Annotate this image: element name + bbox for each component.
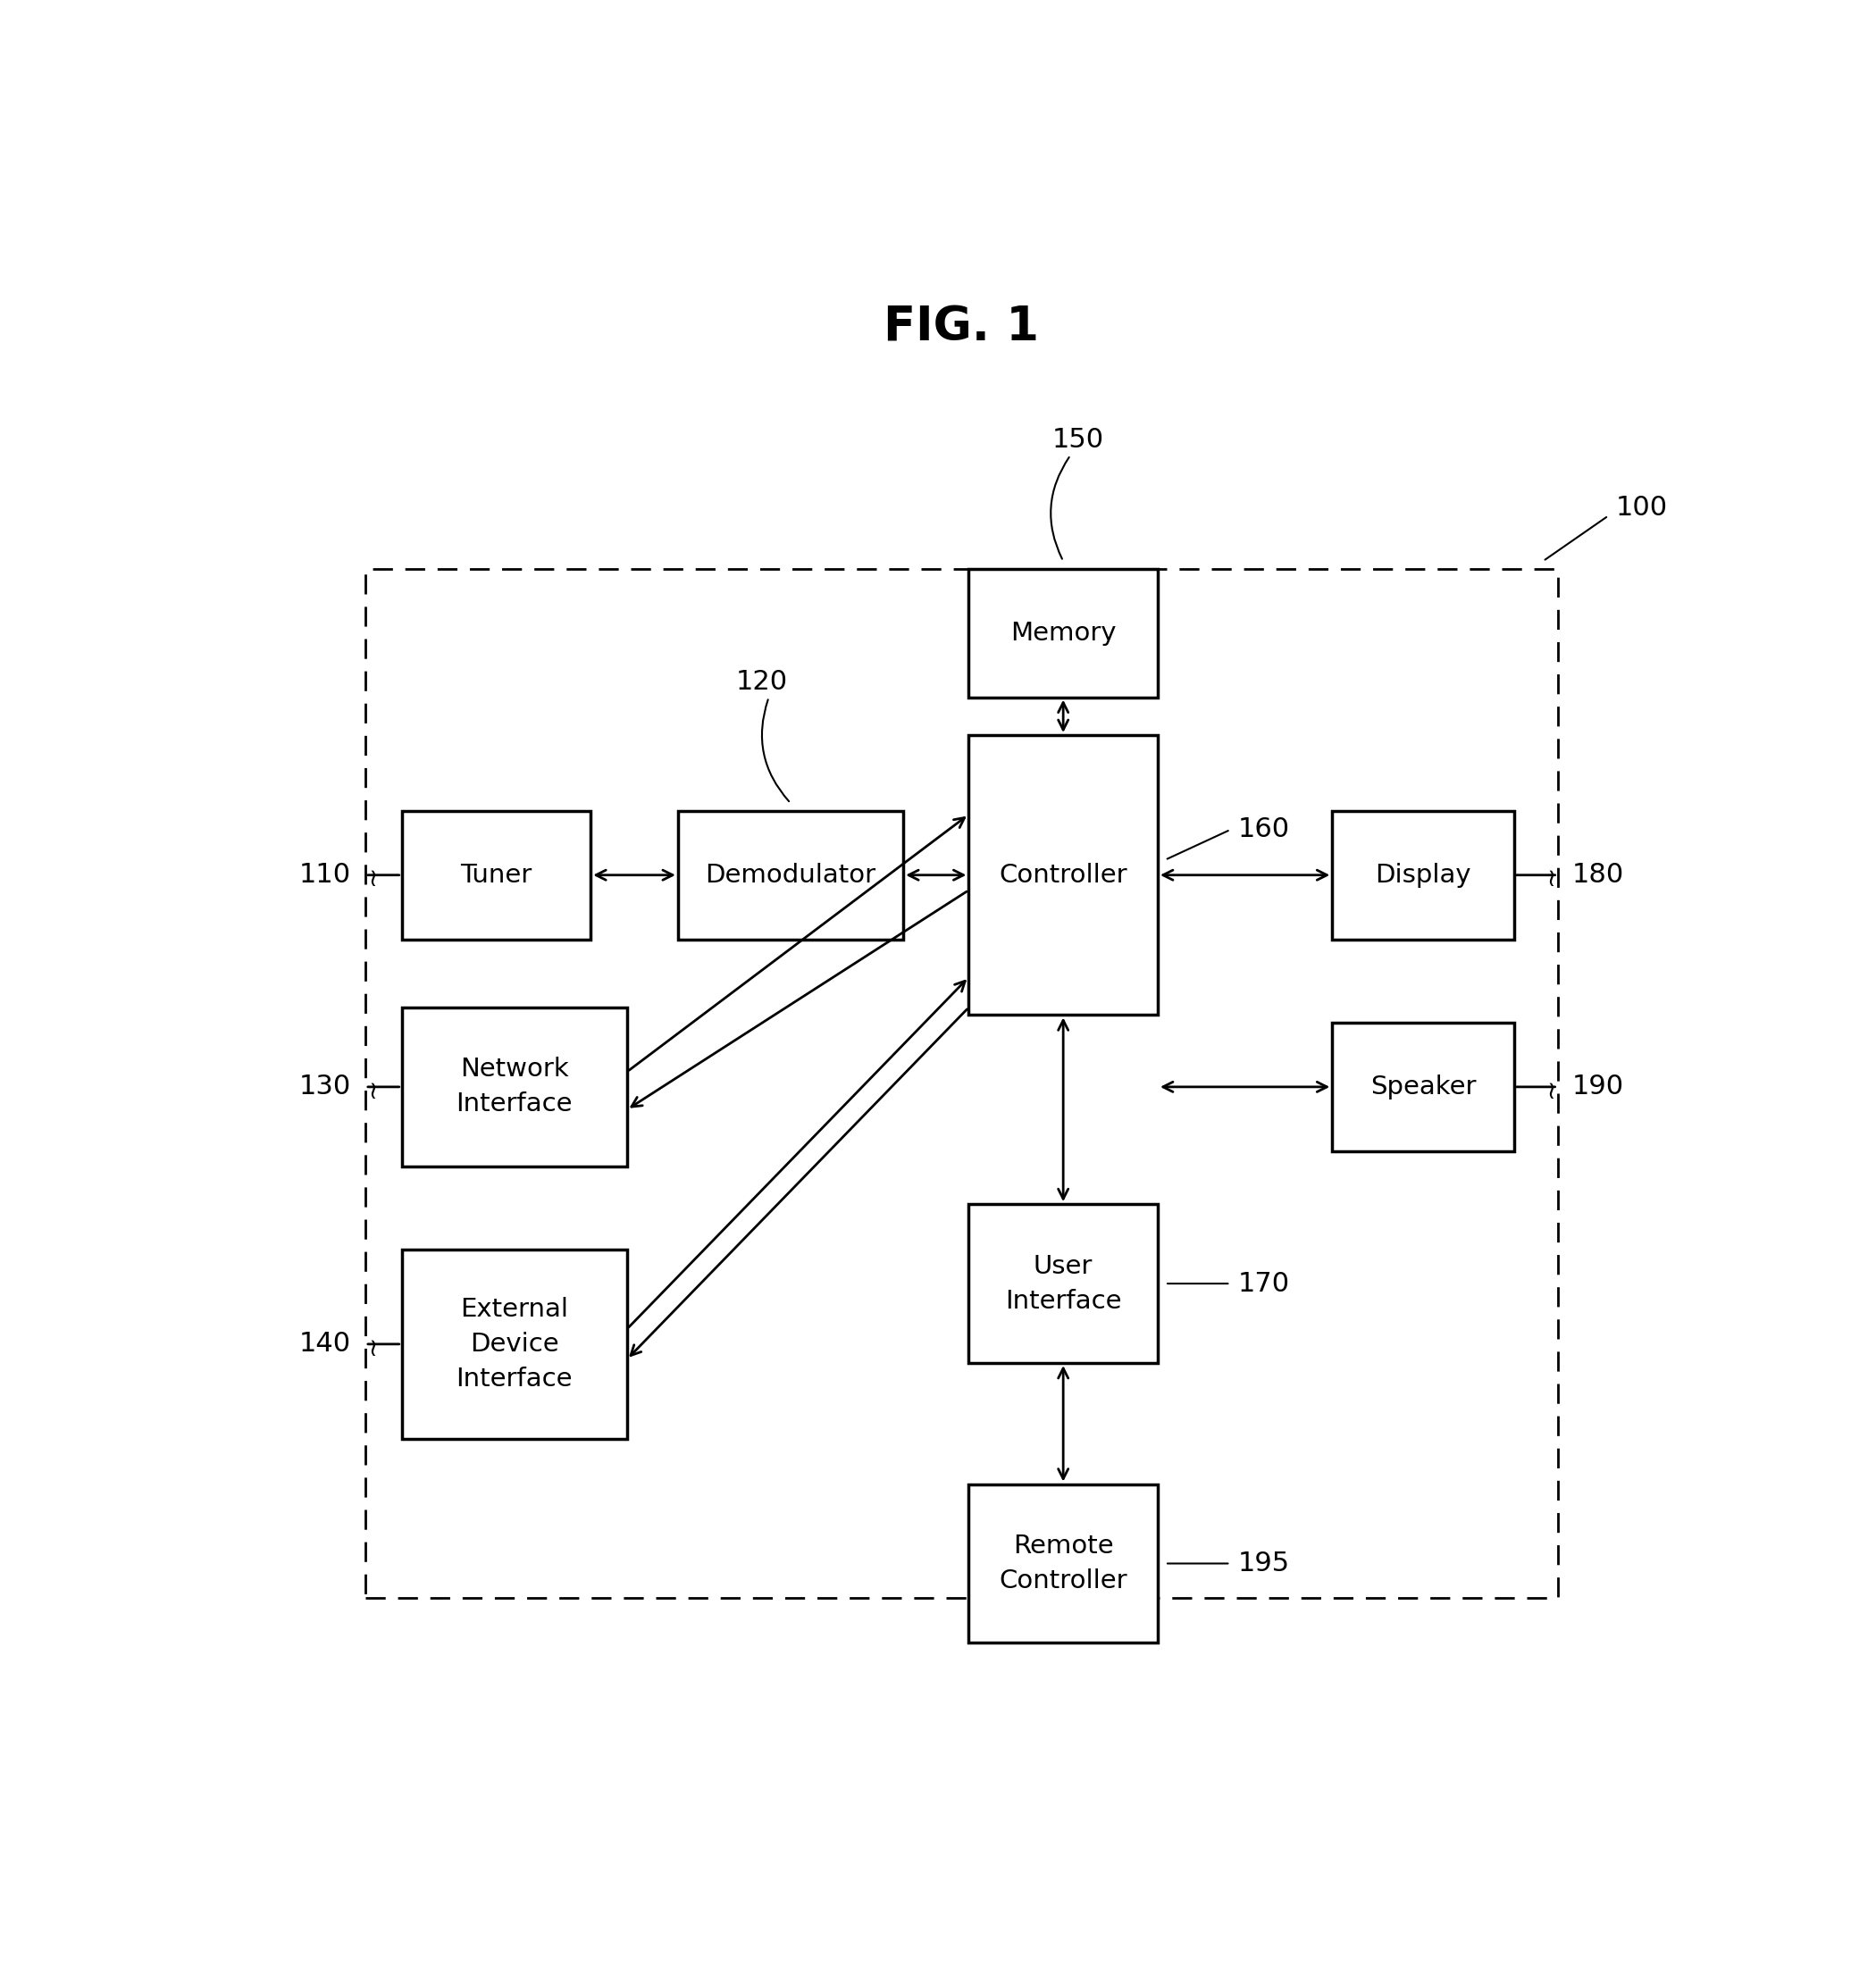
Text: 170: 170 [1238, 1271, 1289, 1297]
Text: Demodulator: Demodulator [705, 863, 876, 888]
Text: ~: ~ [360, 1334, 385, 1354]
Text: 160: 160 [1238, 817, 1289, 843]
Text: 150: 150 [1052, 426, 1103, 454]
Text: 140: 140 [298, 1330, 351, 1358]
Text: 120: 120 [735, 670, 788, 696]
Text: ~: ~ [360, 1077, 385, 1096]
Text: Controller: Controller [1000, 863, 1127, 888]
Bar [968, 1484, 1157, 1643]
Bar [968, 735, 1157, 1016]
Text: Tuner: Tuner [460, 863, 533, 888]
Text: Remote
Controller: Remote Controller [1000, 1533, 1127, 1594]
Text: Speaker: Speaker [1369, 1075, 1476, 1098]
Bar [401, 1250, 627, 1438]
Bar [968, 1205, 1157, 1364]
Text: ~: ~ [360, 865, 385, 886]
Text: External
Device
Interface: External Device Interface [456, 1297, 572, 1391]
Text: 110: 110 [298, 863, 351, 888]
Text: Display: Display [1375, 863, 1471, 888]
Text: 180: 180 [1572, 863, 1625, 888]
Bar [401, 1008, 627, 1167]
Text: User
Interface: User Interface [1006, 1254, 1122, 1313]
Bar [1332, 812, 1514, 939]
Bar [1332, 1022, 1514, 1151]
Text: 130: 130 [298, 1075, 351, 1100]
Text: 190: 190 [1572, 1075, 1625, 1100]
Text: Network
Interface: Network Interface [456, 1057, 572, 1116]
Text: ~: ~ [1538, 1077, 1563, 1096]
Bar [366, 568, 1557, 1598]
Bar [401, 812, 591, 939]
Bar [968, 568, 1157, 698]
Text: 195: 195 [1238, 1550, 1289, 1576]
Text: ~: ~ [1538, 865, 1563, 886]
Text: 100: 100 [1615, 495, 1668, 521]
Bar [677, 812, 904, 939]
Text: FIG. 1: FIG. 1 [884, 305, 1039, 350]
Text: Memory: Memory [1011, 621, 1116, 645]
